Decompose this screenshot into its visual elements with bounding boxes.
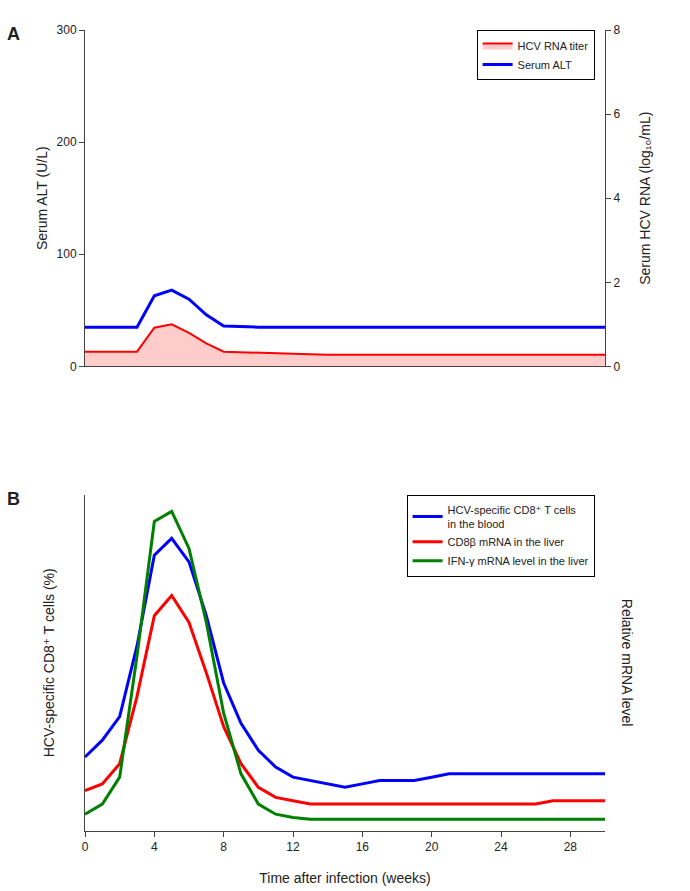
svg-text:12: 12 — [286, 840, 300, 854]
svg-text:Serum ALT (U/L): Serum ALT (U/L) — [34, 146, 50, 250]
svg-text:16: 16 — [356, 840, 370, 854]
svg-text:0: 0 — [613, 360, 620, 374]
svg-text:8: 8 — [613, 23, 620, 37]
svg-text:HCV-specific CD8⁺ T cellsin th: HCV-specific CD8⁺ T cellsin the blood — [448, 504, 577, 530]
svg-text:4: 4 — [613, 191, 620, 205]
svg-text:300: 300 — [57, 23, 77, 37]
svg-text:Relative mRNA level: Relative mRNA level — [619, 599, 635, 727]
svg-text:B: B — [7, 489, 20, 509]
svg-text:0: 0 — [82, 840, 89, 854]
svg-text:6: 6 — [613, 107, 620, 121]
svg-text:100: 100 — [57, 247, 77, 261]
svg-text:8: 8 — [220, 840, 227, 854]
svg-text:200: 200 — [57, 135, 77, 149]
svg-text:IFN-γ mRNA level in the liver: IFN-γ mRNA level in the liver — [448, 555, 589, 567]
svg-text:4: 4 — [151, 840, 158, 854]
svg-text:Serum HCV RNA (log₁₀/mL): Serum HCV RNA (log₁₀/mL) — [637, 112, 653, 285]
svg-text:Time after infection (weeks): Time after infection (weeks) — [259, 870, 430, 886]
svg-text:CD8β mRNA in the liver: CD8β mRNA in the liver — [448, 536, 565, 548]
svg-text:HCV RNA titer: HCV RNA titer — [518, 40, 589, 52]
svg-text:A: A — [7, 24, 20, 44]
svg-text:Serum ALT: Serum ALT — [518, 59, 572, 71]
svg-text:28: 28 — [564, 840, 578, 854]
svg-text:HCV-specific CD8⁺ T cells (%): HCV-specific CD8⁺ T cells (%) — [41, 568, 57, 757]
svg-text:0: 0 — [70, 360, 77, 374]
svg-text:20: 20 — [425, 840, 439, 854]
svg-text:24: 24 — [494, 840, 508, 854]
svg-text:2: 2 — [613, 276, 620, 290]
